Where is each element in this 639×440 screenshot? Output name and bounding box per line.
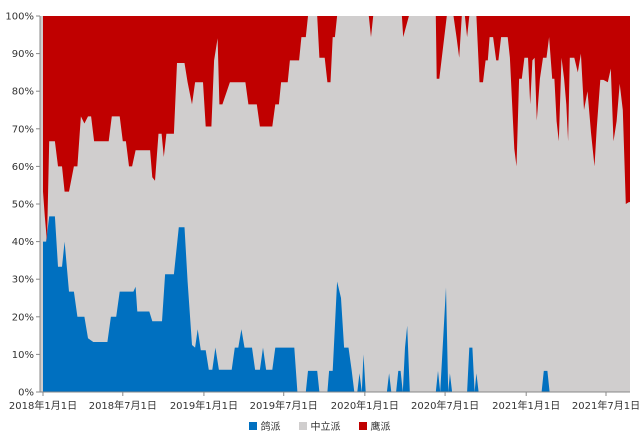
x-tick-label: 2018年1月1日: [9, 399, 77, 412]
x-tick-label: 2021年7月1日: [572, 399, 639, 412]
legend-swatch-hawk: [358, 421, 367, 430]
x-tick-label: 2020年1月1日: [331, 399, 399, 412]
x-tick-label: 2018年7月1日: [89, 399, 157, 412]
legend-label-dove: 鸽派: [260, 422, 281, 433]
series-hawk-area: [43, 16, 630, 242]
x-tick-label: 2021年1月1日: [492, 399, 560, 412]
legend-label-hawk: 鹰派: [370, 422, 391, 433]
y-tick-label: 80%: [12, 87, 34, 98]
plot-area: [40, 16, 630, 392]
legend: 鸽派 中立派 鹰派: [0, 418, 639, 433]
y-tick-label: 70%: [12, 124, 34, 135]
legend-item-dove: 鸽派: [248, 418, 281, 433]
legend-label-neutral: 中立派: [310, 422, 341, 433]
y-tick-label: 60%: [12, 162, 34, 173]
y-tick-label: 90%: [12, 49, 34, 60]
y-tick-label: 50%: [12, 200, 34, 211]
y-tick-label: 100%: [5, 12, 34, 23]
legend-item-hawk: 鹰派: [358, 418, 391, 433]
y-tick-label: 20%: [12, 312, 34, 323]
x-tick-label: 2019年1月1日: [170, 399, 238, 412]
series-dove-area: [43, 216, 630, 392]
y-tick-label: 10%: [12, 350, 34, 361]
x-tick-label: 2020年7月1日: [411, 399, 479, 412]
legend-swatch-dove: [248, 421, 257, 430]
y-tick-label: 30%: [12, 275, 34, 286]
y-tick-label: 40%: [12, 237, 34, 248]
axes: 0% 10% 20% 30% 40% 50% 60% 70% 80% 90% 100% 2018年1月…: [5, 12, 639, 413]
x-tick-label: 2019年7月1日: [250, 399, 318, 412]
legend-swatch-neutral: [298, 421, 307, 430]
y-tick-label: 0%: [18, 388, 34, 399]
legend-item-neutral: 中立派: [298, 418, 341, 433]
